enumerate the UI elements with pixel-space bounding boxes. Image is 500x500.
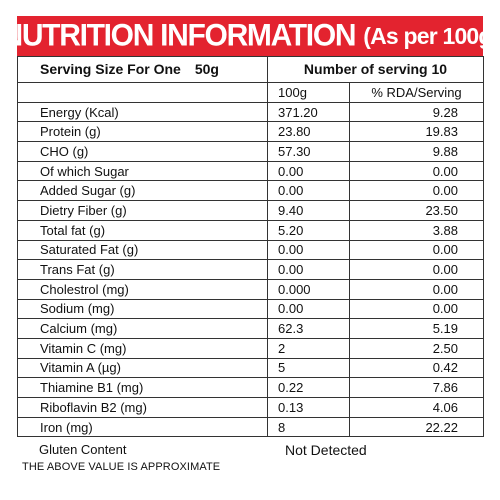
nutrient-row: Dietry Fiber (g) 9.40 23.50 (17, 200, 484, 221)
nutrient-name: Of which Sugar (17, 160, 268, 182)
nutrient-name: Energy (Kcal) (17, 101, 268, 123)
nutrient-rda: 4.06 (349, 397, 484, 418)
nutrient-row: Vitamin C (mg) 2 2.50 (17, 337, 484, 359)
nutrient-row: Total fat (g) 5.20 3.88 (17, 219, 484, 241)
nutrient-name: Trans Fat (g) (17, 259, 268, 280)
nutrient-name: Calcium (mg) (17, 318, 268, 339)
nutrient-row: Energy (Kcal) 371.20 9.28 (17, 101, 484, 123)
serving-size-value: 50g (194, 61, 219, 77)
nutrient-name: Saturated Fat (g) (17, 239, 268, 261)
nutrient-name: Vitamin C (mg) (17, 337, 268, 359)
nutrient-row: Added Sugar (g) 0.00 0.00 (17, 180, 484, 202)
nutrient-per-100g: 0.00 (267, 160, 350, 182)
nutrient-name: Total fat (g) (17, 219, 268, 241)
nutrient-name: CHO (g) (17, 141, 268, 162)
gluten-value: Not Detected (285, 442, 367, 458)
nutrient-row: Iron (mg) 8 22.22 (17, 416, 484, 438)
nutrient-rda: 0.00 (349, 278, 484, 300)
header-title: NUTRITION INFORMATION (17, 18, 357, 53)
serving-row: Serving Size For One 50g Number of servin… (17, 56, 484, 83)
nutrient-row: Thiamine B1 (mg) 0.22 7.86 (17, 377, 484, 398)
nutrient-per-100g: 57.30 (267, 141, 350, 162)
nutrient-rda: 19.83 (349, 121, 484, 143)
nutrient-row: Saturated Fat (g) 0.00 0.00 (17, 239, 484, 261)
nutrient-per-100g: 371.20 (267, 101, 350, 123)
nutrient-row: Protein (g) 23.80 19.83 (17, 121, 484, 143)
nutrient-name: Added Sugar (g) (17, 180, 268, 202)
nutrient-row: Riboflavin B2 (mg) 0.13 4.06 (17, 397, 484, 418)
nutrient-name: Vitamin A (µg) (17, 357, 268, 379)
nutrient-per-100g: 0.00 (267, 239, 350, 261)
nutrient-rda: 3.88 (349, 219, 484, 241)
serving-size-label: Serving Size For One (40, 61, 181, 77)
nutrient-rda: 22.22 (349, 416, 484, 438)
nutrient-rda: 0.00 (349, 259, 484, 280)
column-header-blank (17, 82, 268, 103)
nutrient-rda: 0.00 (349, 239, 484, 261)
column-header-row: 100g % RDA/Serving (17, 82, 484, 103)
column-header-per-100g: 100g (267, 82, 350, 103)
nutrient-rda: 9.28 (349, 101, 484, 123)
nutrient-row: Sodium (mg) 0.00 0.00 (17, 298, 484, 320)
nutrient-row: Calcium (mg) 62.3 5.19 (17, 318, 484, 339)
nutrient-per-100g: 23.80 (267, 121, 350, 143)
nutrient-per-100g: 0.000 (267, 278, 350, 300)
nutrient-rda: 9.88 (349, 141, 484, 162)
nutrient-rda: 5.19 (349, 318, 484, 339)
header-subtitle: (As per 100g) (363, 22, 483, 49)
nutrient-name: Protein (g) (17, 121, 268, 143)
serving-size-cell: Serving Size For One 50g (17, 56, 268, 83)
nutrient-per-100g: 0.00 (267, 298, 350, 320)
nutrient-name: Sodium (mg) (17, 298, 268, 320)
nutrient-rda: 0.00 (349, 298, 484, 320)
nutrient-per-100g: 9.40 (267, 200, 350, 221)
nutrient-row: Of which Sugar 0.00 0.00 (17, 160, 484, 182)
nutrient-per-100g: 2 (267, 337, 350, 359)
nutrient-name: Thiamine B1 (mg) (17, 377, 268, 398)
nutrient-name: Dietry Fiber (g) (17, 200, 268, 221)
nutrient-name: Cholestrol (mg) (17, 278, 268, 300)
nutrient-rda: 0.00 (349, 180, 484, 202)
nutrient-per-100g: 0.00 (267, 180, 350, 202)
nutrient-per-100g: 62.3 (267, 318, 350, 339)
nutrient-row: Cholestrol (mg) 0.000 0.00 (17, 278, 484, 300)
nutrient-name: Riboflavin B2 (mg) (17, 397, 268, 418)
gluten-label: Gluten Content (39, 442, 127, 457)
serving-count: Number of serving 10 (267, 56, 484, 83)
nutrient-per-100g: 5.20 (267, 219, 350, 241)
nutrient-rda: 7.86 (349, 377, 484, 398)
nutrient-rda: 2.50 (349, 337, 484, 359)
nutrition-table: Serving Size For One 50g Number of servin… (17, 56, 484, 438)
nutrient-per-100g: 0.22 (267, 377, 350, 398)
nutrition-header-banner: NUTRITION INFORMATION (As per 100g) (17, 16, 483, 56)
approximate-note: THE ABOVE VALUE IS APPROXIMATE (22, 461, 221, 473)
column-header-rda: % RDA/Serving (349, 82, 484, 103)
nutrient-row: Trans Fat (g) 0.00 0.00 (17, 259, 484, 280)
nutrient-per-100g: 0.00 (267, 259, 350, 280)
nutrient-row: Vitamin A (µg) 5 0.42 (17, 357, 484, 379)
nutrient-rda: 0.42 (349, 357, 484, 379)
gluten-row: Gluten Content Not Detected (17, 440, 483, 460)
nutrient-per-100g: 8 (267, 416, 350, 438)
nutrient-per-100g: 5 (267, 357, 350, 379)
nutrient-row: CHO (g) 57.30 9.88 (17, 141, 484, 162)
nutrient-rda: 0.00 (349, 160, 484, 182)
nutrient-per-100g: 0.13 (267, 397, 350, 418)
nutrient-name: Iron (mg) (17, 416, 268, 438)
nutrient-rda: 23.50 (349, 200, 484, 221)
